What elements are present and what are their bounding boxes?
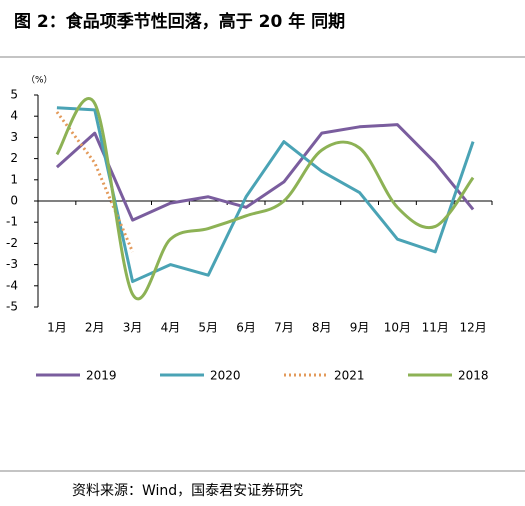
series-line <box>56 106 475 284</box>
x-tick-label: 5月 <box>198 321 218 335</box>
y-tick-label: -4 <box>6 278 18 292</box>
x-tick-label: 1月 <box>47 321 67 335</box>
y-tick-label: 4 <box>10 109 18 123</box>
y-tick-label: -2 <box>6 236 18 250</box>
source: 资料来源：Wind，国泰君安证券研究 <box>72 483 303 499</box>
x-tick-label: 8月 <box>312 321 332 335</box>
x-tick-label: 11月 <box>422 321 449 335</box>
x-tick-label: 7月 <box>274 321 294 335</box>
x-tick-label: 12月 <box>459 321 486 335</box>
x-tick-label: 4月 <box>161 321 181 335</box>
y-tick-label: 0 <box>10 194 18 208</box>
y-tick-label: 1 <box>10 172 18 186</box>
legend-label: 2018 <box>458 369 489 383</box>
x-tick-label: 9月 <box>350 321 370 335</box>
y-tick-label: -1 <box>6 215 18 229</box>
y-tick-label: -3 <box>6 257 18 271</box>
chart-title: 图 2：食品项季节性回落，高于 20 年 同期 <box>14 11 345 32</box>
x-tick-label: 3月 <box>123 321 143 335</box>
x-tick-label: 2月 <box>85 321 105 335</box>
y-tick-label: 2 <box>10 151 18 165</box>
legend-label: 2021 <box>334 369 365 383</box>
y-tick-label: 3 <box>10 130 18 144</box>
legend-label: 2019 <box>86 369 117 383</box>
y-tick-label: -5 <box>6 300 18 314</box>
y-tick-label: 5 <box>10 88 18 102</box>
series-line <box>55 123 475 222</box>
series-line <box>55 97 475 301</box>
unit-label: （%） <box>26 75 53 86</box>
x-tick-label: 6月 <box>236 321 256 335</box>
x-tick-label: 10月 <box>384 321 411 335</box>
legend-label: 2020 <box>210 369 241 383</box>
